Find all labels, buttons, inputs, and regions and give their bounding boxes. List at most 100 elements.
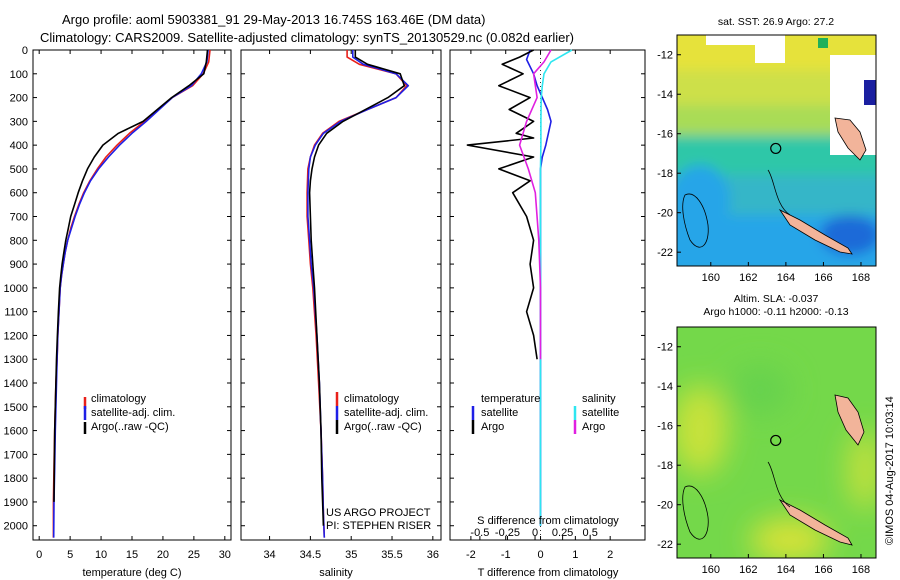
difference-panel: -2 -1 0 1 2 -0.5 -0.25 0 0.25 0.5 temperature sa… bbox=[449, 49, 646, 579]
t-difference-label: T difference from climatology bbox=[478, 567, 619, 579]
s-tick-label: 0.25 bbox=[552, 527, 573, 539]
depth-tick-label: 600 bbox=[10, 188, 28, 200]
x-tick-label: 35.5 bbox=[381, 549, 402, 561]
difference-series bbox=[466, 49, 573, 526]
sla-field bbox=[677, 327, 876, 558]
depth-tick-label: 200 bbox=[10, 93, 28, 105]
salinity-legend: climatology satellite-adj. clim. Argo(..… bbox=[335, 392, 428, 434]
x-tick-label: 35 bbox=[345, 549, 357, 561]
depth-tick-label: 2000 bbox=[4, 521, 28, 533]
map-y-tick-label: -14 bbox=[657, 89, 673, 101]
legend-climatology: climatology bbox=[344, 393, 400, 405]
depth-tick-label: 0 bbox=[22, 45, 28, 57]
map-x-tick-label: 160 bbox=[702, 564, 720, 576]
map-y-tick-label: -16 bbox=[657, 129, 673, 141]
depth-tick-label: 800 bbox=[10, 235, 28, 247]
temperature-x-label: temperature (deg C) bbox=[82, 567, 181, 579]
salinity-panel: 34 34.5 35 35.5 36 climatology satellite-adj… bbox=[240, 49, 442, 579]
map-y-tick-label: -18 bbox=[657, 168, 673, 180]
vanuatu-islands bbox=[834, 394, 865, 446]
difference-y-ticks bbox=[450, 49, 645, 527]
temperature-panel: 0100200300400500600700800900100011001200… bbox=[4, 45, 232, 579]
imos-timestamp: ©IMOS 04-Aug-2017 10:03:14 bbox=[884, 396, 896, 545]
map-x-tick-label: 160 bbox=[702, 272, 720, 284]
legend-s-argo: Argo bbox=[582, 421, 605, 433]
depth-tick-label: 1600 bbox=[4, 426, 28, 438]
sla-bathymetry-contour bbox=[767, 461, 791, 508]
t-difference-x-axis: -2 -1 0 1 2 bbox=[466, 50, 613, 561]
depth-tick-label: 300 bbox=[10, 116, 28, 128]
series-argo-raw-qc bbox=[53, 49, 209, 502]
x-tick-label: 34 bbox=[263, 549, 275, 561]
map-x-tick-label: 166 bbox=[814, 272, 832, 284]
s-difference-x-axis: -0.5 -0.25 0 0.25 0.5 bbox=[470, 527, 598, 540]
depth-tick-label: 1400 bbox=[4, 378, 28, 390]
salinity-x-label: salinity bbox=[319, 567, 353, 579]
map-y-tick-label: -12 bbox=[657, 50, 673, 62]
salinity-panel-frame bbox=[240, 49, 442, 541]
map-y-tick-label: -14 bbox=[657, 381, 673, 393]
difference-legend: temperature satellite Argo salinity sate… bbox=[471, 393, 619, 434]
x-tick-label: 1 bbox=[572, 549, 578, 561]
sst-bathymetry-contour bbox=[767, 169, 791, 216]
sst-deep-blue bbox=[864, 80, 876, 105]
x-tick-label: 0 bbox=[537, 549, 543, 561]
sst-map-frame bbox=[676, 34, 877, 267]
legend-satellite: satellite-adj. clim. bbox=[91, 407, 175, 419]
sla-reef-contour bbox=[682, 485, 709, 540]
x-tick-label: 15 bbox=[126, 549, 138, 561]
figure-title-line2: Climatology: CARS2009. Satellite-adjuste… bbox=[40, 30, 574, 45]
sla-map: Altim. SLA: -0.037 Argo h1000: -0.11 h20… bbox=[657, 293, 877, 576]
depth-tick-label: 1000 bbox=[4, 283, 28, 295]
legend-climatology: climatology bbox=[91, 393, 147, 405]
depth-tick-label: 500 bbox=[10, 164, 28, 176]
map-x-tick-label: 164 bbox=[777, 272, 795, 284]
depth-tick-label: 1300 bbox=[4, 354, 28, 366]
salinity-y-ticks bbox=[241, 49, 441, 527]
sst-field bbox=[677, 35, 876, 266]
sla-color-blobs bbox=[677, 365, 876, 558]
pi-annotation: PI: STEPHEN RISER bbox=[326, 520, 431, 532]
series-argo-raw-qc bbox=[308, 50, 406, 526]
map-y-tick-label: -20 bbox=[657, 500, 673, 512]
s-difference-label: S difference from climatology bbox=[477, 515, 619, 527]
x-tick-label: 20 bbox=[157, 549, 169, 561]
argo-float-marker bbox=[770, 434, 782, 447]
sst-map: sat. SST: 26.9 Argo: 27.2 bbox=[657, 16, 877, 284]
map-y-tick-label: -22 bbox=[657, 539, 673, 551]
map-x-tick-label: 166 bbox=[814, 564, 832, 576]
depth-tick-label: 700 bbox=[10, 212, 28, 224]
x-tick-label: 5 bbox=[67, 549, 73, 561]
project-annotation: US ARGO PROJECT bbox=[326, 507, 431, 519]
map-y-tick-label: -22 bbox=[657, 247, 673, 259]
s-tick-label: 0.5 bbox=[583, 527, 598, 539]
map-y-tick-label: -18 bbox=[657, 460, 673, 472]
sst-green-pixel bbox=[818, 38, 828, 48]
series-t-argo bbox=[466, 49, 538, 360]
sla-map-frame bbox=[676, 326, 877, 559]
temperature-panel-frame bbox=[32, 49, 232, 541]
legend-temperature-title: temperature bbox=[481, 393, 540, 405]
x-tick-label: 0 bbox=[36, 549, 42, 561]
x-tick-label: -2 bbox=[466, 549, 476, 561]
legend-satellite: satellite-adj. clim. bbox=[344, 407, 428, 419]
salinity-x-axis: 34 34.5 35 35.5 36 bbox=[263, 50, 439, 561]
sst-missing-2 bbox=[755, 35, 785, 63]
sla-map-subtitle: Argo h1000: -0.11 h2000: -0.13 bbox=[703, 306, 848, 318]
new-caledonia bbox=[778, 498, 853, 546]
x-tick-label: 10 bbox=[95, 549, 107, 561]
s-tick-label: 0 bbox=[532, 527, 538, 539]
x-tick-label: 2 bbox=[607, 549, 613, 561]
series-s-argo bbox=[518, 49, 552, 360]
map-x-tick-label: 162 bbox=[739, 564, 757, 576]
depth-tick-label: 1500 bbox=[4, 402, 28, 414]
x-tick-label: 36 bbox=[427, 549, 439, 561]
figure-title-line1: Argo profile: aoml 5903381_91 29-May-201… bbox=[62, 12, 486, 27]
legend-salinity-title: salinity bbox=[582, 393, 616, 405]
map-y-tick-label: -16 bbox=[657, 421, 673, 433]
map-x-tick-label: 164 bbox=[777, 564, 795, 576]
sst-reef-contour bbox=[682, 193, 709, 248]
sla-map-axes: 160 162 164 166 168 -12 -14 -16 -18 -20 -22 bbox=[657, 342, 870, 576]
sst-missing-1 bbox=[706, 35, 756, 45]
